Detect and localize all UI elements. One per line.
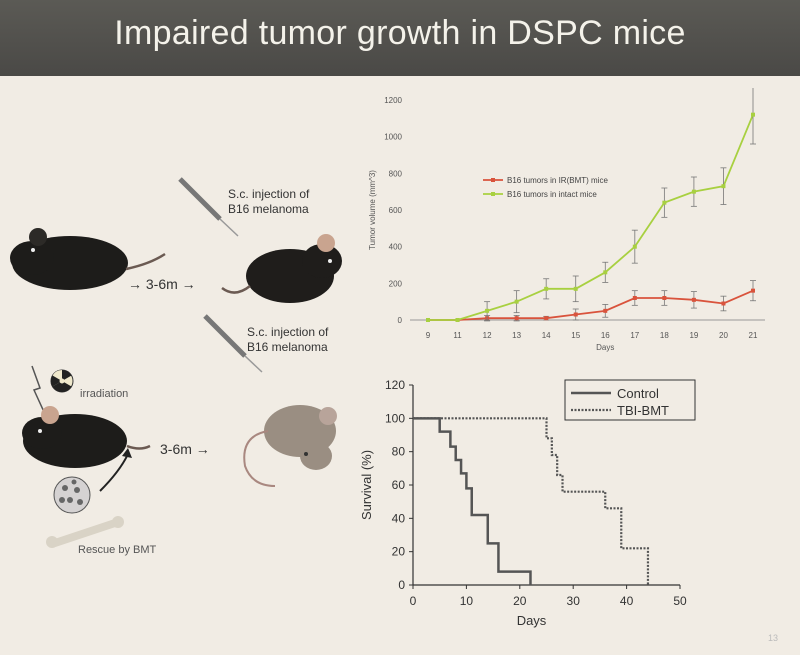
x-tick-label: 19 bbox=[689, 331, 698, 340]
data-point bbox=[603, 270, 608, 275]
mouse-bottom-left-illustration bbox=[22, 406, 151, 468]
data-point bbox=[455, 318, 460, 322]
data-point bbox=[544, 316, 549, 321]
bone-marrow-cells-illustration bbox=[53, 476, 91, 514]
syringe-top-illustration bbox=[178, 177, 239, 237]
x-tick-label: 15 bbox=[571, 331, 580, 340]
x-tick-label: 17 bbox=[630, 331, 639, 340]
x-tick-label: 30 bbox=[567, 594, 581, 608]
x-tick-label: 13 bbox=[512, 331, 521, 340]
data-point bbox=[751, 288, 755, 293]
data-point bbox=[514, 316, 519, 321]
data-point bbox=[544, 286, 549, 291]
x-tick-label: 21 bbox=[749, 331, 758, 340]
slide-title: Impaired tumor growth in DSPC mice bbox=[114, 14, 686, 52]
mouse-top-right-illustration bbox=[221, 234, 342, 303]
data-point bbox=[485, 308, 490, 313]
data-point bbox=[573, 312, 578, 317]
x-tick-label: 50 bbox=[673, 594, 687, 608]
bone-illustration bbox=[46, 516, 124, 548]
mouse-bottom-right-illustration bbox=[243, 405, 337, 487]
x-tick-label: 12 bbox=[483, 331, 492, 340]
page-number: 13 bbox=[767, 633, 778, 643]
x-tick-label: 16 bbox=[601, 331, 610, 340]
x-tick-label: 40 bbox=[620, 594, 634, 608]
y-tick-label: 120 bbox=[385, 378, 405, 392]
data-point bbox=[662, 296, 667, 300]
series-line-0 bbox=[428, 289, 754, 321]
data-point bbox=[721, 301, 726, 306]
lightning-icon bbox=[31, 365, 46, 415]
x-tick-label: 14 bbox=[542, 331, 551, 340]
y-tick-label: 0 bbox=[398, 316, 403, 325]
data-point bbox=[514, 299, 519, 304]
y-tick-label: 800 bbox=[389, 169, 403, 178]
legend-label: Control bbox=[617, 386, 659, 401]
survival-chart: 0 20 40 60 80 100 120 0 10 20 30 40 50 Days Survival (… bbox=[359, 378, 696, 628]
syringe-bottom-illustration bbox=[203, 314, 263, 373]
injection-label-bottom: S.c. injection of B16 melanoma bbox=[247, 325, 329, 354]
x-tick-label: 10 bbox=[460, 594, 474, 608]
data-point bbox=[691, 189, 696, 194]
interval-label-top: → 3-6m → bbox=[128, 276, 196, 292]
y-tick-label: 20 bbox=[392, 545, 406, 559]
y-tick-label: 40 bbox=[392, 511, 406, 525]
data-point bbox=[632, 244, 637, 249]
mouse-top-left-illustration bbox=[10, 228, 166, 290]
y-tick-label: 200 bbox=[389, 279, 403, 288]
y-axis-label: Survival (%) bbox=[359, 450, 374, 520]
y-tick-label: 1000 bbox=[384, 133, 402, 142]
legend-label: TBI-BMT bbox=[617, 403, 669, 418]
x-axis-label: Days bbox=[517, 613, 547, 628]
rescue-label: Rescue by BMT bbox=[78, 544, 157, 556]
y-tick-label: 1200 bbox=[384, 96, 402, 105]
data-point bbox=[721, 184, 726, 189]
interval-label-bottom: 3-6m → bbox=[160, 441, 210, 457]
y-tick-label: 60 bbox=[392, 478, 406, 492]
survival-curve-0 bbox=[413, 417, 532, 585]
data-point bbox=[662, 200, 667, 205]
y-tick-label: 0 bbox=[398, 578, 405, 592]
x-tick-label: 9 bbox=[426, 331, 431, 340]
title-bar: Impaired tumor growth in DSPC mice bbox=[0, 0, 800, 76]
x-axis-label: Days bbox=[596, 343, 614, 352]
y-tick-label: 80 bbox=[392, 445, 406, 459]
y-axis-label: Tumor volume (mm^3) bbox=[368, 170, 377, 250]
y-tick-label: 600 bbox=[389, 206, 403, 215]
survival-curve-1 bbox=[413, 417, 650, 585]
y-tick-label: 100 bbox=[385, 411, 405, 425]
data-point bbox=[691, 297, 696, 302]
schematic bbox=[10, 177, 342, 548]
legend-label: B16 tumors in IR(BMT) mice bbox=[507, 176, 608, 185]
y-tick-label: 400 bbox=[389, 243, 403, 252]
tumor-volume-chart: 0 200 400 600 800 1000 1200 9 11 12 13 14 15 16 17 18 19… bbox=[368, 88, 765, 352]
data-point bbox=[426, 318, 430, 322]
x-tick-label: 0 bbox=[410, 594, 417, 608]
x-tick-label: 20 bbox=[719, 331, 728, 340]
legend-label: B16 tumors in intact mice bbox=[507, 190, 597, 199]
injection-label-top: S.c. injection of B16 melanoma bbox=[228, 187, 310, 216]
x-tick-label: 18 bbox=[660, 331, 669, 340]
x-tick-label: 11 bbox=[453, 331, 462, 340]
radiation-icon bbox=[50, 369, 74, 393]
series-line-1 bbox=[428, 114, 754, 321]
data-point bbox=[603, 308, 608, 313]
irradiation-label: irradiation bbox=[80, 388, 129, 400]
data-point bbox=[632, 296, 637, 300]
legend-marker bbox=[491, 192, 495, 196]
data-point bbox=[751, 112, 755, 117]
x-tick-label: 20 bbox=[513, 594, 527, 608]
legend-box bbox=[564, 379, 696, 421]
data-point bbox=[573, 286, 578, 291]
legend-marker bbox=[491, 178, 495, 182]
